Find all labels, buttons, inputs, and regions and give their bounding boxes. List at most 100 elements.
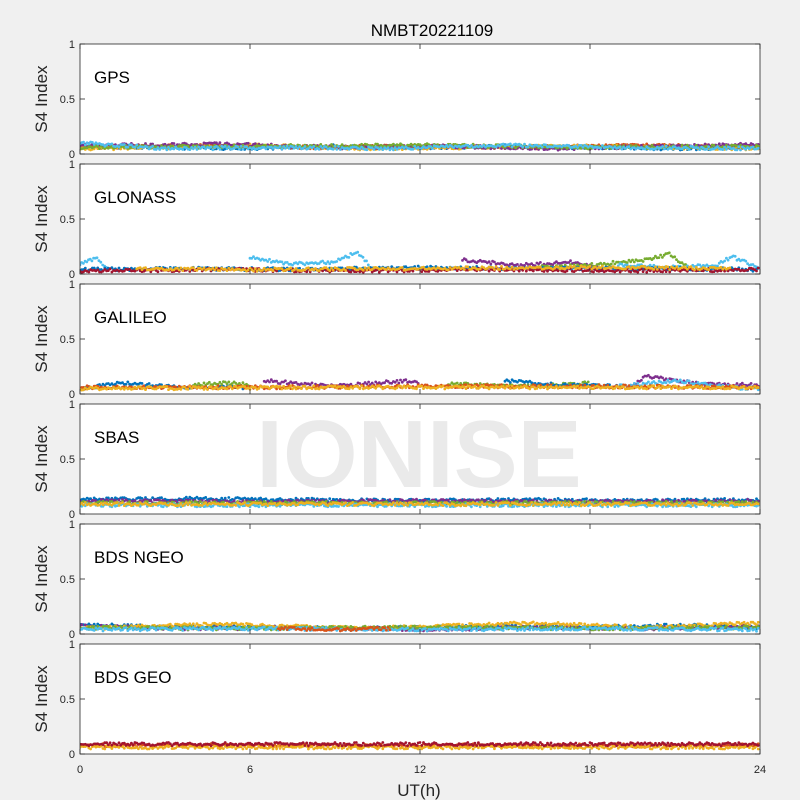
data-point xyxy=(546,269,549,273)
data-point xyxy=(287,386,291,390)
data-point xyxy=(338,148,342,151)
data-point xyxy=(85,260,89,264)
data-points xyxy=(80,140,760,152)
data-point xyxy=(446,145,450,149)
data-point xyxy=(572,265,576,268)
y-tick-label: 0 xyxy=(69,269,75,281)
data-point xyxy=(521,145,525,149)
data-point xyxy=(611,147,615,150)
data-point xyxy=(92,143,96,146)
data-point xyxy=(82,388,85,392)
data-point xyxy=(360,142,363,146)
data-point xyxy=(668,270,672,274)
data-point xyxy=(620,147,624,151)
data-point xyxy=(351,386,355,390)
data-point xyxy=(188,268,192,271)
constellation-label: GLONASS xyxy=(94,188,176,207)
data-point xyxy=(705,147,709,151)
data-point xyxy=(609,385,613,389)
data-point xyxy=(694,266,698,269)
data-point xyxy=(719,265,723,269)
data-point xyxy=(523,264,526,267)
data-point xyxy=(588,264,592,268)
data-point xyxy=(393,380,397,384)
data-point xyxy=(613,386,617,390)
data-point xyxy=(544,385,548,388)
data-point xyxy=(583,383,587,387)
data-point xyxy=(170,144,174,148)
data-point xyxy=(282,262,285,266)
data-point xyxy=(287,146,291,150)
data-point xyxy=(179,387,183,391)
data-point xyxy=(464,258,468,262)
data-point xyxy=(206,388,209,391)
data-point xyxy=(122,269,126,273)
data-point xyxy=(576,263,579,267)
data-point xyxy=(223,380,227,384)
data-point xyxy=(236,145,240,149)
data-point xyxy=(578,266,581,270)
data-point xyxy=(188,148,192,152)
data-point xyxy=(291,387,294,391)
data-point xyxy=(333,144,337,148)
data-point xyxy=(285,261,289,264)
data-point xyxy=(294,145,298,148)
figure-title: NMBT20221109 xyxy=(371,21,494,40)
data-point xyxy=(464,387,468,390)
data-point xyxy=(282,145,285,148)
data-point xyxy=(363,381,367,384)
data-point xyxy=(174,385,178,389)
data-point xyxy=(601,264,604,268)
data-point xyxy=(266,385,270,389)
data-point xyxy=(197,382,201,385)
data-point xyxy=(342,384,346,388)
data-point xyxy=(618,145,622,149)
data-point xyxy=(445,143,448,147)
data-point xyxy=(385,268,388,271)
data-point xyxy=(661,376,664,380)
data-point xyxy=(592,387,595,390)
data-point xyxy=(305,270,309,274)
data-point xyxy=(230,387,234,391)
data-point xyxy=(516,380,519,384)
data-point xyxy=(531,269,535,273)
data-point xyxy=(503,386,507,390)
data-point xyxy=(106,269,110,272)
data-point xyxy=(257,387,261,390)
data-point xyxy=(195,269,199,272)
data-point xyxy=(331,147,335,151)
data-point xyxy=(303,268,307,272)
data-point xyxy=(707,268,710,271)
data-point xyxy=(716,264,719,268)
data-point xyxy=(370,146,374,150)
data-point xyxy=(379,146,383,150)
data-point xyxy=(202,381,206,385)
data-point xyxy=(261,268,264,272)
data-point xyxy=(501,142,505,146)
data-point xyxy=(82,140,85,144)
data-point xyxy=(399,384,402,388)
data-point xyxy=(645,270,649,274)
data-point xyxy=(684,266,687,270)
data-point xyxy=(751,263,755,266)
data-point xyxy=(489,262,493,266)
data-point xyxy=(392,148,395,152)
data-point xyxy=(576,146,579,149)
data-point xyxy=(291,263,294,267)
data-point xyxy=(756,388,760,392)
data-point xyxy=(510,262,514,266)
data-point xyxy=(643,265,647,269)
data-point xyxy=(241,147,245,151)
data-point xyxy=(126,145,130,149)
data-point xyxy=(663,147,666,151)
data-point xyxy=(425,383,429,387)
data-point xyxy=(335,147,339,151)
data-point xyxy=(737,145,741,149)
data-point xyxy=(717,261,721,265)
data-point xyxy=(523,142,526,146)
data-point xyxy=(292,385,296,389)
data-point xyxy=(96,268,100,272)
data-point xyxy=(422,387,425,390)
data-point xyxy=(91,141,94,144)
data-point xyxy=(253,386,257,389)
